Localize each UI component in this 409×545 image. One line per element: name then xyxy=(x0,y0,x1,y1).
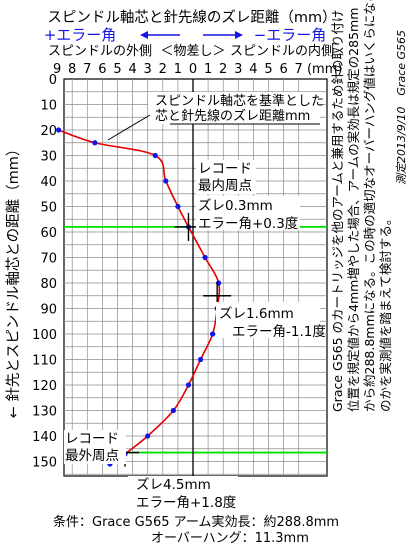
y-tick-label: 10 xyxy=(40,99,57,114)
data-point xyxy=(92,140,98,146)
y-tick-label: 0 xyxy=(49,73,57,88)
x-tick-label: 3 xyxy=(144,62,152,77)
data-point xyxy=(163,178,169,184)
inner-record-line-1: レコード xyxy=(198,161,252,177)
side-note-line-1: Grace G565 のカートリッジを他のアームと兼用するため針の取り付け xyxy=(330,10,345,412)
x-tick-label: 7 xyxy=(83,62,91,77)
x-tick-label: 5 xyxy=(113,62,121,77)
y-tick-label: 20 xyxy=(40,124,57,139)
plot-area xyxy=(63,78,328,477)
y-tick-label: 60 xyxy=(40,226,57,241)
data-point xyxy=(202,254,208,261)
axis-ticks: 9 8 7 6 5 4 3 2 1 0 1 2 3 4 5 6 7 (mm)0102030405060708090… xyxy=(32,62,342,471)
x-tick-label: 4 xyxy=(128,62,136,77)
inner-record-line-2: 最内周点 xyxy=(198,178,252,194)
data-point xyxy=(145,433,151,439)
inner-record-box xyxy=(196,160,256,194)
mid-offset-text: ズレ1.6mm xyxy=(219,306,294,322)
ruler-label: ＜物差し＞ xyxy=(160,44,225,59)
annotation-top-line-2: 芯と針先線のズレ距離mm xyxy=(155,108,310,124)
y-tick-label: 110 xyxy=(32,354,57,369)
side-note-line-2: 位置を規定値から4mm増やした場合、アームの実効長は規定の285mm xyxy=(346,8,361,412)
minus-error-label: −エラー角 xyxy=(254,26,327,44)
y-tick-label: 30 xyxy=(40,150,57,165)
x-tick-label: 6 xyxy=(98,62,106,77)
x-tick-label: 5 xyxy=(264,62,272,77)
x-tick-label: 2 xyxy=(219,62,227,77)
side-note-line-4: のかを実測値を踏まえて検討する。 xyxy=(378,213,393,412)
x-tick-label: 3 xyxy=(234,62,242,77)
y-tick-label: 150 xyxy=(32,456,57,471)
x-tick-label: 9 xyxy=(53,62,61,77)
inner-offset-box xyxy=(196,196,300,230)
y-tick-label: 70 xyxy=(40,252,57,267)
y-tick-label: 50 xyxy=(40,201,57,216)
data-point xyxy=(56,127,62,133)
side-note-line-3: から約288.8mmになる。この時の適切なオーバーハング値はいくらになる xyxy=(362,0,377,412)
y-tick-label: 40 xyxy=(40,175,57,190)
annotation-box xyxy=(148,92,320,124)
data-point xyxy=(175,203,181,210)
x-tick-label: 8 xyxy=(68,62,76,77)
data-point xyxy=(152,152,158,159)
y-axis-label: ← 針先とスピンドル軸芯との距離（mm） xyxy=(4,142,22,419)
data-point xyxy=(210,331,216,337)
x-tick-label: 1 xyxy=(204,62,212,77)
condition-line-2: オーバーハング：11.3mm xyxy=(151,531,309,545)
inner-side-label: スピンドルの内側 xyxy=(230,43,334,59)
outer-error-text: エラー角+1.8度 xyxy=(136,495,236,511)
outer-offset-box xyxy=(128,476,238,510)
annotation-pointer xyxy=(107,114,151,141)
data-point xyxy=(197,356,204,363)
direction-arrows xyxy=(140,31,243,39)
outer-record-line-1: レコード xyxy=(65,431,119,447)
y-tick-label: 80 xyxy=(40,277,57,292)
data-point xyxy=(185,382,192,388)
x-tick-label: (mm) xyxy=(307,62,342,77)
annotation-top-line-1: スピンドル軸芯を基準とした xyxy=(155,93,324,109)
inner-error-text: エラー角+0.3度 xyxy=(198,216,298,232)
inner-offset-text: ズレ0.3mm xyxy=(198,198,273,214)
outer-record-box xyxy=(64,430,126,464)
y-tick-label: 100 xyxy=(32,328,57,343)
x-tick-label: 7 xyxy=(295,62,303,77)
x-tick-label: 2 xyxy=(159,62,167,77)
x-tick-label: 4 xyxy=(249,62,257,77)
chart-title: スピンドル軸芯と針先線のズレ距離（mm） xyxy=(47,8,336,26)
y-tick-label: 90 xyxy=(40,303,57,318)
condition-line-1: 条件：Grace G565 アーム実効長：約288.8mm xyxy=(53,514,339,530)
outer-offset-text: ズレ4.5mm xyxy=(136,477,211,493)
x-tick-label: 1 xyxy=(174,62,182,77)
x-tick-label: 0 xyxy=(189,62,197,77)
mid-offset-box xyxy=(216,302,320,338)
plus-error-label: +エラー角 xyxy=(44,26,117,44)
outer-side-label: スピンドルの外側 xyxy=(48,44,152,59)
y-tick-label: 120 xyxy=(32,379,57,394)
date-note: 測定2013/9/10 Grace G565 xyxy=(395,30,408,185)
outer-record-line-2: 最外周点 xyxy=(65,448,119,464)
y-tick-label: 140 xyxy=(32,430,57,445)
data-point xyxy=(170,407,176,414)
y-tick-label: 130 xyxy=(32,405,57,420)
x-tick-label: 6 xyxy=(279,62,287,77)
mid-error-text: エラー角-1.1度 xyxy=(232,324,326,340)
